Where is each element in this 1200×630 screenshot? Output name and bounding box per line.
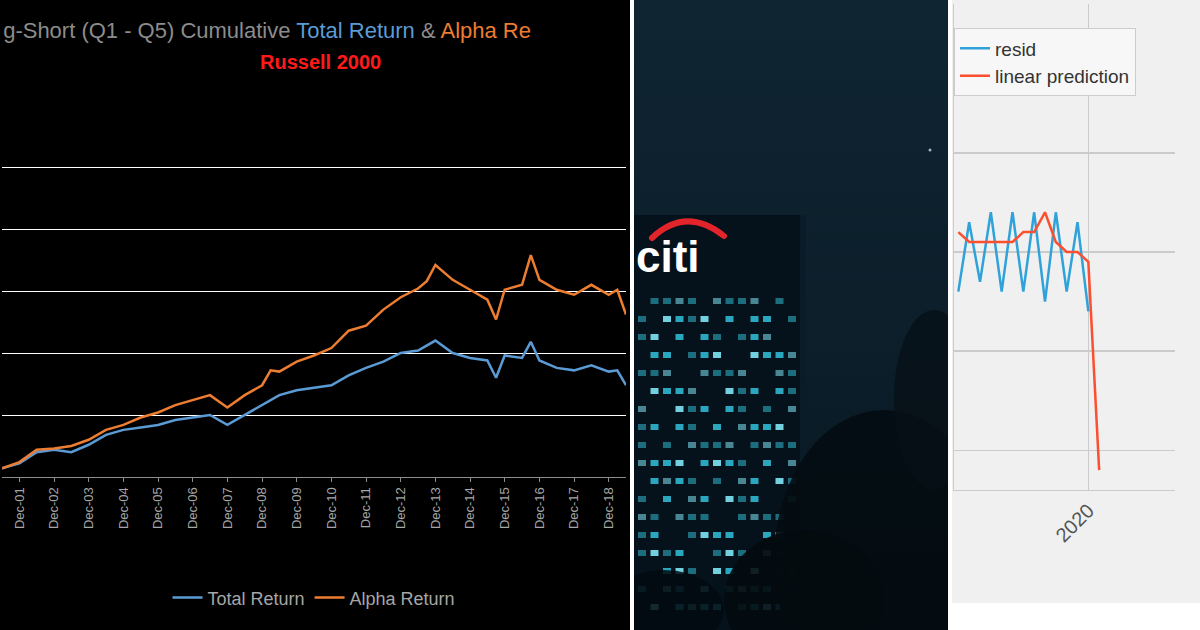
svg-text:Dec-04: Dec-04 [116,487,131,529]
svg-text:Alpha Return: Alpha Return [350,589,455,609]
svg-text:Dec-11: Dec-11 [358,487,373,528]
svg-text:linear prediction: linear prediction [995,66,1129,87]
svg-text:Dec-14: Dec-14 [462,487,477,529]
svg-text:citi: citi [636,232,700,281]
svg-text:Dec-07: Dec-07 [220,487,235,529]
svg-text:Russell 2000: Russell 2000 [260,51,381,73]
svg-text:Dec-03: Dec-03 [81,487,96,529]
svg-text:Dec-13: Dec-13 [428,487,443,529]
svg-text:Dec-06: Dec-06 [185,487,200,529]
svg-text:g-Short (Q1 - Q5) Cumulative T: g-Short (Q1 - Q5) Cumulative Total Retur… [3,18,531,43]
svg-text:Dec-18: Dec-18 [601,487,616,529]
svg-text:Dec-17: Dec-17 [566,487,581,529]
svg-text:Dec-12: Dec-12 [393,487,408,529]
svg-text:Dec-05: Dec-05 [150,487,165,529]
svg-text:Dec-09: Dec-09 [289,487,304,529]
svg-text:Dec-15: Dec-15 [497,487,512,529]
svg-text:Dec-01: Dec-01 [12,487,27,529]
svg-text:Dec-10: Dec-10 [324,487,339,529]
svg-text:2020: 2020 [1051,499,1098,546]
svg-text:Dec-16: Dec-16 [532,487,547,529]
svg-text:Total Return: Total Return [208,589,305,609]
svg-text:resid: resid [995,39,1036,60]
svg-text:Dec-02: Dec-02 [46,487,61,529]
svg-text:Dec-08: Dec-08 [254,487,269,529]
